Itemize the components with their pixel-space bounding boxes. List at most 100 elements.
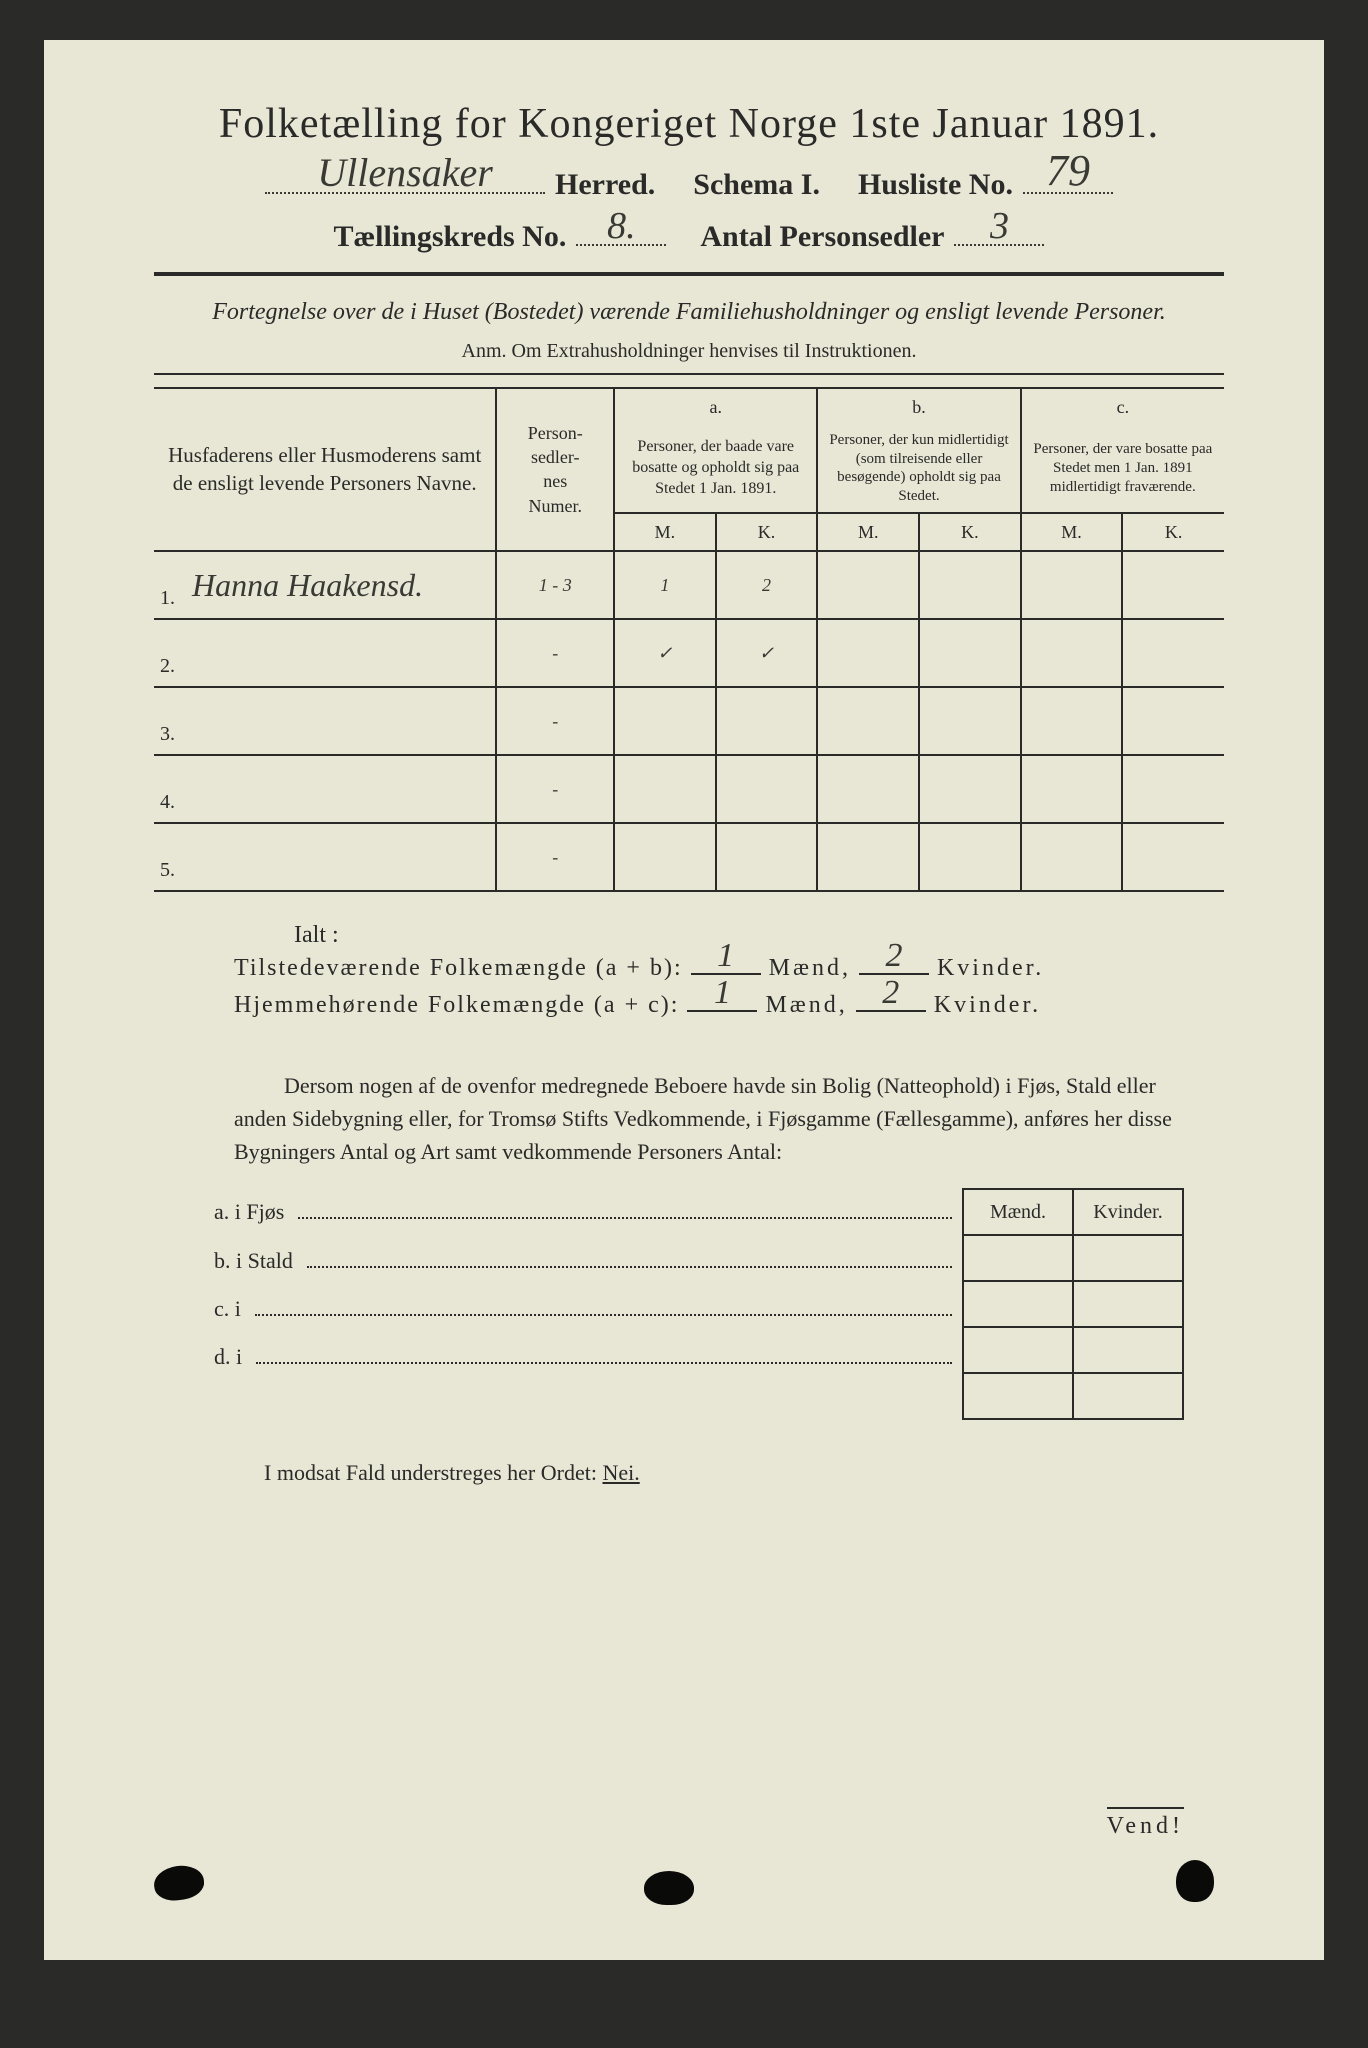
cell-num: -	[496, 755, 614, 823]
hole-punch-icon	[152, 1863, 206, 1904]
th-cM: M.	[1021, 513, 1123, 551]
cell-cM	[1021, 551, 1123, 619]
kreds-value: 8.	[607, 204, 636, 248]
census-form-page: Folketælling for Kongeriget Norge 1ste J…	[44, 40, 1324, 1960]
cell-aK: 2	[716, 551, 818, 619]
cell-num: -	[496, 619, 614, 687]
household-table: Husfaderens eller Husmoderens samt de en…	[154, 387, 1224, 893]
th-bK: K.	[919, 513, 1021, 551]
cell-cK	[1122, 619, 1224, 687]
ialt-label: Ialt :	[294, 922, 1224, 949]
th-aK: K.	[716, 513, 818, 551]
rule-1	[154, 272, 1224, 276]
sidebygning-paragraph: Dersom nogen af de ovenfor medregnede Be…	[234, 1069, 1194, 1168]
th-a: Personer, der baade vare bosatte og opho…	[614, 425, 817, 513]
mk-maend: Mænd.	[963, 1189, 1073, 1235]
cell-bK	[919, 755, 1021, 823]
cell-num: 1 - 3	[496, 551, 614, 619]
sum-hjemme: Hjemmehørende Folkemængde (a + c): 1 Mæn…	[234, 992, 1224, 1019]
kvinder-label-2: Kvinder.	[934, 992, 1041, 1019]
cell-bK	[919, 619, 1021, 687]
cell-name: 2.	[154, 619, 496, 687]
maend-label: Mænd,	[769, 955, 851, 982]
cell-bM	[817, 823, 919, 891]
hjemme-m-field: 1	[687, 1010, 757, 1012]
sidebygning-block: a. i Fjøs b. i Stald c. i d. i Mænd.Kvin…	[214, 1188, 1184, 1420]
cell-bM	[817, 687, 919, 755]
header-line-1: Ullensaker Herred. Schema I. Husliste No…	[154, 158, 1224, 202]
th-aM: M.	[614, 513, 716, 551]
maend-label-2: Mænd,	[765, 992, 847, 1019]
table-row: 5.-	[154, 823, 1224, 891]
subtitle: Fortegnelse over de i Huset (Bostedet) v…	[154, 296, 1224, 330]
side-row-b: b. i Stald	[214, 1237, 952, 1285]
table-row: 4.-	[154, 755, 1224, 823]
husliste-value: 79	[1046, 145, 1090, 196]
vend-label: Vend!	[1107, 1807, 1184, 1840]
cell-cM	[1021, 755, 1123, 823]
cell-cK	[1122, 823, 1224, 891]
th-num: Person- sedler- nes Numer.	[496, 388, 614, 552]
table-row: 1.Hanna Haakensd.1 - 312	[154, 551, 1224, 619]
side-row-c: c. i	[214, 1285, 952, 1333]
cell-name: 3.	[154, 687, 496, 755]
cell-aK	[716, 687, 818, 755]
kvinder-label: Kvinder.	[937, 955, 1044, 982]
anm-note: Anm. Om Extrahusholdninger henvises til …	[154, 340, 1224, 363]
cell-name: 5.	[154, 823, 496, 891]
cell-cK	[1122, 551, 1224, 619]
sidebygning-list: a. i Fjøs b. i Stald c. i d. i	[214, 1188, 952, 1420]
header-line-2: Tællingskreds No. 8. Antal Personsedler …	[154, 210, 1224, 254]
hole-punch-icon	[1176, 1860, 1214, 1902]
page-title: Folketælling for Kongeriget Norge 1ste J…	[154, 100, 1224, 148]
cell-cM	[1021, 687, 1123, 755]
hjemme-k-field: 2	[856, 1010, 926, 1012]
cell-bM	[817, 551, 919, 619]
cell-cK	[1122, 755, 1224, 823]
kreds-label: Tællingskreds No.	[334, 220, 567, 254]
antal-label: Antal Personsedler	[700, 220, 944, 254]
cell-name: 1.Hanna Haakensd.	[154, 551, 496, 619]
cell-aM: 1	[614, 551, 716, 619]
cell-cM	[1021, 823, 1123, 891]
th-c-top: c.	[1021, 388, 1224, 425]
hole-punch-icon	[644, 1871, 694, 1905]
th-name: Husfaderens eller Husmoderens samt de en…	[154, 388, 496, 552]
nei-word: Nei.	[602, 1460, 639, 1485]
cell-aK: ✓	[716, 619, 818, 687]
cell-bK	[919, 687, 1021, 755]
hjemme-label: Hjemmehørende Folkemængde (a + c):	[234, 992, 679, 1019]
husliste-field: 79	[1023, 158, 1113, 194]
th-bM: M.	[817, 513, 919, 551]
cell-cM	[1021, 619, 1123, 687]
cell-name: 4.	[154, 755, 496, 823]
table-row: 2.-✓✓	[154, 619, 1224, 687]
th-b-top: b.	[817, 388, 1020, 425]
schema-label: Schema I.	[693, 168, 820, 202]
cell-bM	[817, 619, 919, 687]
mk-kvinder: Kvinder.	[1073, 1189, 1183, 1235]
tilstede-label: Tilstedeværende Folkemængde (a + b):	[234, 955, 683, 982]
table-row: 3.-	[154, 687, 1224, 755]
husliste-label: Husliste No.	[858, 168, 1013, 202]
cell-aK	[716, 755, 818, 823]
th-c: Personer, der vare bosatte paa Stedet me…	[1021, 425, 1224, 513]
cell-cK	[1122, 687, 1224, 755]
side-row-a: a. i Fjøs	[214, 1188, 952, 1236]
th-b: Personer, der kun midlertidigt (som tilr…	[817, 425, 1020, 513]
antal-value: 3	[990, 204, 1009, 248]
antal-field: 3	[954, 210, 1044, 246]
cell-aM	[614, 823, 716, 891]
table-head-row-1: Husfaderens eller Husmoderens samt de en…	[154, 388, 1224, 425]
th-a-top: a.	[614, 388, 817, 425]
cell-aK	[716, 823, 818, 891]
side-row-d: d. i	[214, 1333, 952, 1381]
herred-label: Herred.	[555, 168, 655, 202]
nei-line: I modsat Fald understreges her Ordet: Ne…	[264, 1460, 1224, 1486]
cell-aM	[614, 687, 716, 755]
herred-value: Ullensaker	[317, 149, 493, 196]
kreds-field: 8.	[576, 210, 666, 246]
cell-num: -	[496, 823, 614, 891]
cell-aM	[614, 755, 716, 823]
cell-bK	[919, 823, 1021, 891]
